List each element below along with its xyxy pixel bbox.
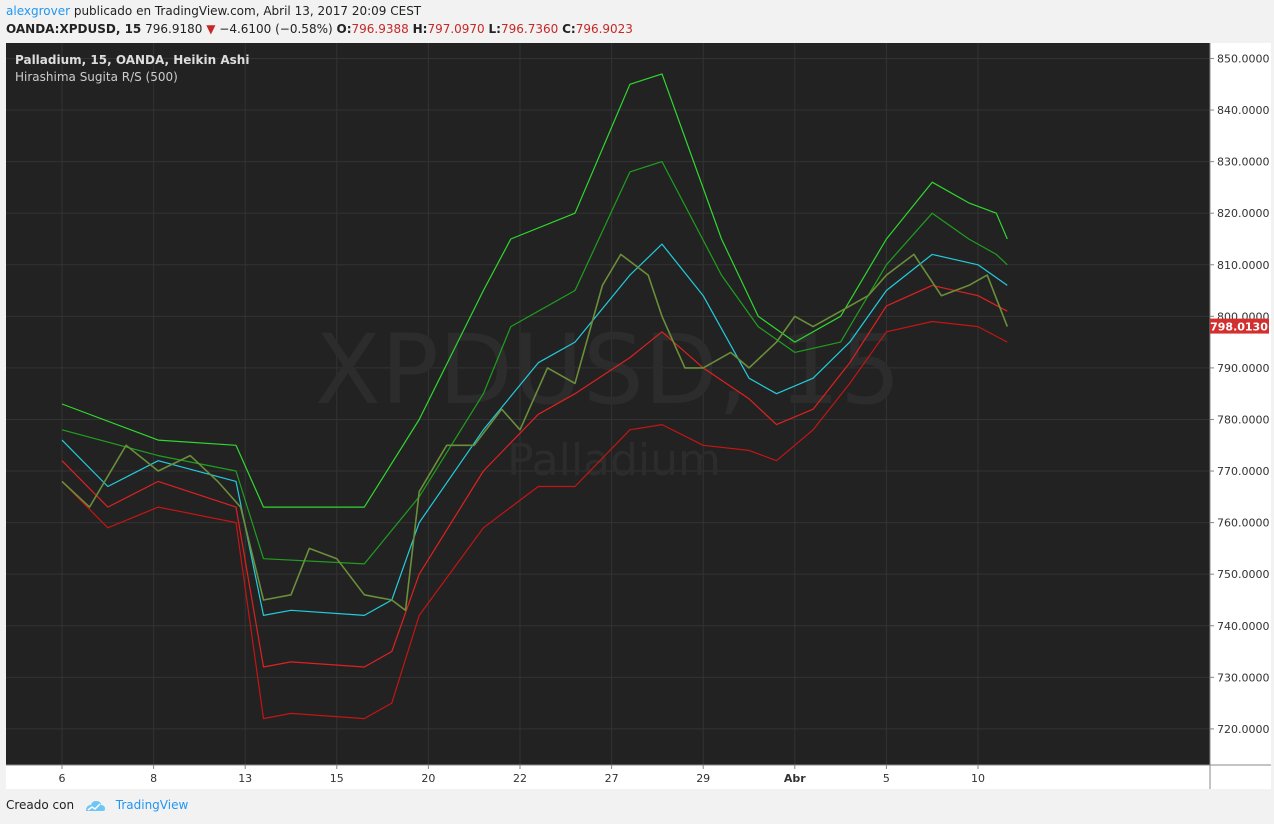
low-value: 796.7360	[500, 22, 559, 36]
open-label: O:	[336, 22, 352, 36]
price-tick-label: 850.0000	[1217, 52, 1270, 65]
close-label: C:	[562, 22, 576, 36]
plot-area[interactable]	[6, 43, 1210, 765]
publish-info: publicado en TradingView.com, Abril 13, …	[70, 4, 422, 18]
open-value: 796.9388	[351, 22, 409, 36]
time-tick-label: 8	[150, 772, 157, 785]
time-tick-label: 20	[421, 772, 435, 785]
high-label: H:	[412, 22, 428, 36]
indicator-bands	[61, 73, 1009, 720]
watermark-symbol: XPDUSD, 15	[315, 314, 901, 426]
series-line-price	[61, 253, 1009, 612]
down-arrow-icon: ▼	[206, 22, 216, 36]
time-tick-label: 29	[696, 772, 710, 785]
series-line-basis	[61, 243, 1008, 617]
time-tick-label: 13	[238, 772, 252, 785]
ohlc-line: OANDA:XPDUSD, 15 796.9180 ▼ −4.6100 (−0.…	[6, 22, 633, 36]
time-tick-label: 27	[605, 772, 619, 785]
price-tick-label: 720.0000	[1217, 723, 1270, 736]
price-axis[interactable]: 720.0000 730.0000 740.0000 750.0000 760.0000…	[1210, 52, 1270, 736]
high-value: 797.0970	[427, 22, 485, 36]
price-tick-label: 840.0000	[1217, 104, 1270, 117]
legend-indicator: Hirashima Sugita R/S (500)	[15, 70, 178, 84]
time-tick-label: 5	[883, 772, 890, 785]
price-tick-label: 810.0000	[1217, 259, 1270, 272]
price-tick-label: 770.0000	[1217, 465, 1270, 478]
time-axis[interactable]: 6 8 13 15 20 22 27 29 Abr 5 10	[59, 765, 986, 785]
series-line-inner-resistance	[61, 160, 1008, 565]
last-price-tag-bg	[1210, 318, 1269, 334]
chart-frame[interactable]: XPDUSD, 15 Palladium Palladium, 15, OAND…	[6, 43, 1271, 789]
footer: Creado con TradingView	[6, 798, 188, 813]
series-line-outer-resistance	[61, 73, 1008, 508]
series-line-outer-support	[61, 320, 1008, 720]
legend-title: Palladium, 15, OANDA, Heikin Ashi	[15, 53, 249, 67]
low-label: L:	[488, 22, 501, 36]
watermark-name: Palladium	[507, 435, 721, 486]
price-tick-label: 780.0000	[1217, 413, 1270, 426]
last-price-tag-label: 798.0130	[1210, 321, 1268, 334]
author-link[interactable]: alexgrover	[6, 4, 71, 18]
close-value: 796.9023	[575, 22, 633, 36]
price-tick-label: 750.0000	[1217, 568, 1270, 581]
last-price-tag: 798.0130	[1210, 318, 1269, 334]
price-tick-label: 740.0000	[1217, 620, 1270, 633]
time-tick-label: 6	[59, 772, 66, 785]
price-tick-label: 820.0000	[1217, 207, 1270, 220]
time-tick-label: 10	[971, 772, 985, 785]
price-tick-label: 730.0000	[1217, 671, 1270, 684]
price-tick-label: 830.0000	[1217, 156, 1270, 169]
time-tick-label: 22	[513, 772, 527, 785]
price-change: −4.6100 (−0.58%)	[219, 22, 333, 36]
series-line-inner-support	[61, 284, 1008, 668]
time-tick-label: Abr	[784, 772, 806, 785]
tradingview-logo-icon	[85, 800, 105, 811]
price-tick-label: 790.0000	[1217, 362, 1270, 375]
publish-line: alexgrover publicado en TradingView.com,…	[6, 4, 421, 18]
chart-svg[interactable]: XPDUSD, 15 Palladium Palladium, 15, OAND…	[6, 43, 1271, 789]
time-tick-label: 15	[330, 772, 344, 785]
created-with-label: Creado con	[6, 798, 75, 812]
last-price: 796.9180	[145, 22, 203, 36]
symbol-label: OANDA:XPDUSD, 15	[6, 22, 142, 36]
tradingview-link[interactable]: TradingView	[115, 798, 189, 812]
price-tick-label: 760.0000	[1217, 517, 1270, 530]
